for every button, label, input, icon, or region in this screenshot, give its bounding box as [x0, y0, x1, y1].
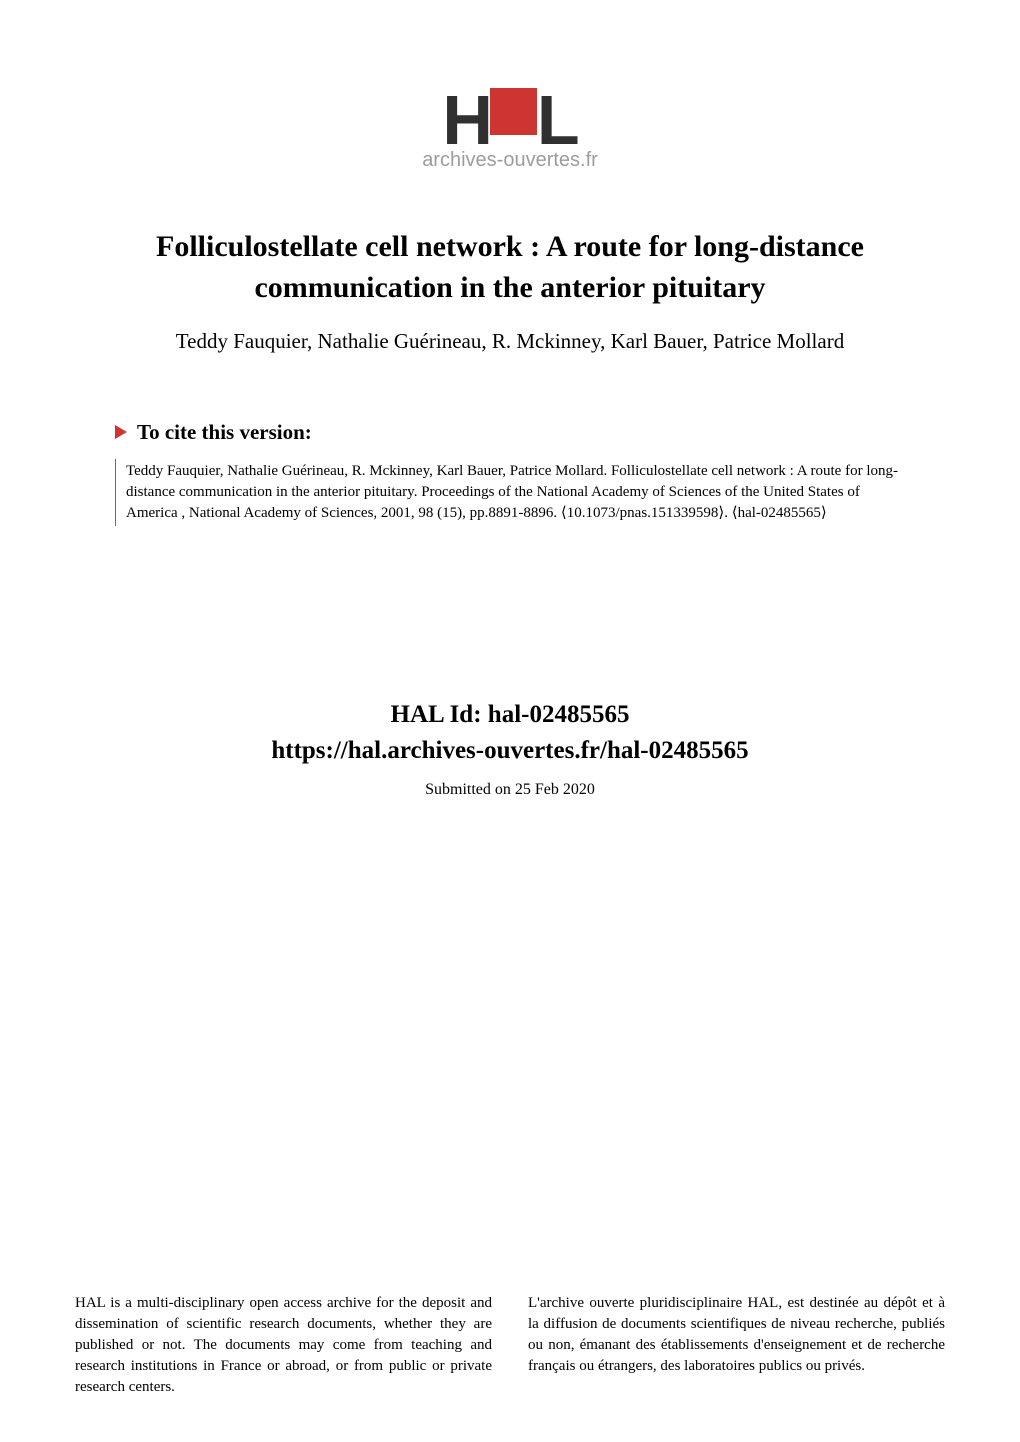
footer-section: HAL is a multi-disciplinary open access … [0, 1293, 1020, 1398]
cite-section: To cite this version: Teddy Fauquier, Na… [0, 378, 1020, 526]
cite-header-text: To cite this version: [137, 420, 312, 445]
paper-authors: Teddy Fauquier, Nathalie Guérineau, R. M… [95, 326, 925, 358]
hal-logo-h: H [442, 81, 491, 159]
paper-title: Folliculostellate cell network : A route… [95, 227, 925, 308]
cite-triangle-icon [115, 425, 127, 439]
hal-submitted-date: Submitted on 25 Feb 2020 [0, 781, 1020, 799]
cite-header: To cite this version: [115, 420, 905, 445]
hal-id-label: HAL Id: hal-02485565 [0, 701, 1020, 729]
cite-body: Teddy Fauquier, Nathalie Guérineau, R. M… [115, 459, 905, 526]
footer-description-fr: L'archive ouverte pluridisciplinaire HAL… [528, 1293, 945, 1398]
hal-logo-wordmark: HL [422, 85, 598, 155]
hal-id-section: HAL Id: hal-02485565 https://hal.archive… [0, 701, 1020, 799]
hal-logo-l: L [537, 81, 578, 159]
hal-logo-red-block-icon [490, 88, 537, 135]
hal-logo: HL archives-ouvertes.fr [422, 85, 598, 172]
title-section: Folliculostellate cell network : A route… [0, 227, 1020, 358]
hal-url: https://hal.archives-ouvertes.fr/hal-024… [0, 737, 1020, 765]
logo-section: HL archives-ouvertes.fr [0, 0, 1020, 227]
hal-tagline: archives-ouvertes.fr [422, 149, 598, 172]
footer-description-en: HAL is a multi-disciplinary open access … [75, 1293, 492, 1398]
